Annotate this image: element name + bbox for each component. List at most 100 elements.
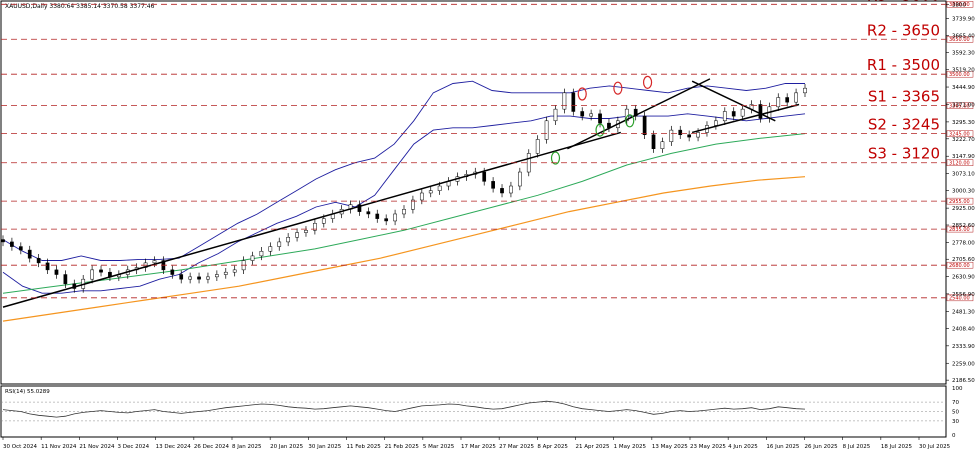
x-tick-label: 8 Jul 2025 <box>843 444 871 450</box>
x-tick-label: 18 Jul 2025 <box>881 444 913 450</box>
level-axis-box <box>946 36 974 43</box>
y-tick-label: 3444.90 <box>952 85 975 91</box>
level-axis-label: 3365.00 <box>949 103 970 109</box>
candle-body <box>45 262 50 271</box>
level-label: R3 - 3800 <box>867 0 940 4</box>
y-tick-label: 2259.00 <box>952 361 975 367</box>
candle-body <box>553 108 558 122</box>
x-tick-label: 26 Jun 2025 <box>805 444 839 450</box>
y-tick-label: 3073.10 <box>952 172 975 178</box>
candle-body <box>526 153 531 173</box>
candle-body <box>54 269 59 275</box>
x-tick-label: 30 Jul 2025 <box>919 444 951 450</box>
candle-body <box>304 230 308 233</box>
candle-body <box>731 111 736 117</box>
level-axis-label: 2835.00 <box>949 227 970 233</box>
x-tick-label: 8 Apr 2025 <box>537 444 568 450</box>
candle-body <box>357 204 362 212</box>
y-tick-label: 3739.90 <box>952 16 975 22</box>
x-tick-label: 21 Feb 2025 <box>385 444 420 450</box>
x-tick-label: 11 Feb 2025 <box>347 444 382 450</box>
support-marker <box>550 151 561 165</box>
candle-body <box>696 132 700 138</box>
x-tick-label: 13 May 2025 <box>652 444 688 450</box>
candle-body <box>419 192 424 201</box>
y-tick-label: 2556.90 <box>952 292 975 298</box>
candle-body <box>10 241 14 247</box>
candle-body <box>99 269 103 273</box>
rsi-tick-label: 100 <box>952 386 963 392</box>
candle-body <box>321 218 326 224</box>
level-label: R1 - 3500 <box>867 56 940 74</box>
candle-body <box>411 199 415 210</box>
candle-body <box>259 250 264 257</box>
candle-body <box>660 141 665 149</box>
candle-body <box>277 241 282 247</box>
candle-body <box>197 276 201 280</box>
level-axis-box <box>946 197 974 205</box>
candle-body <box>669 129 674 143</box>
trendline-long <box>2 131 622 308</box>
candle-body <box>776 97 781 108</box>
candle-body <box>437 185 442 191</box>
candle-body <box>482 171 487 182</box>
level-axis-label: 3500.00 <box>949 72 970 78</box>
x-tick-label: 27 Mar 2025 <box>499 444 534 450</box>
candle-body <box>286 237 291 243</box>
level-axis-box <box>946 261 974 269</box>
trendline-mid <box>567 78 711 150</box>
candle-body <box>517 171 522 187</box>
x-tick-label: 17 Mar 2025 <box>461 444 496 450</box>
y-tick-label: 2925.00 <box>952 206 975 212</box>
y-tick-label: 3519.20 <box>952 68 975 74</box>
candle-body <box>803 87 807 94</box>
level-axis-label: 2955.00 <box>949 199 970 205</box>
level-axis-label: 3650.00 <box>949 37 970 43</box>
candle-body <box>758 104 763 119</box>
candle-body <box>384 218 389 222</box>
rsi-tick-label: 0 <box>952 433 956 439</box>
main-pane <box>0 0 947 385</box>
rsi-line <box>2 400 806 418</box>
candle-body <box>678 129 683 136</box>
y-tick-label: 3295.30 <box>952 120 975 126</box>
candle-body <box>232 269 237 273</box>
rsi-title: RSI(14) 55.0289 <box>5 389 50 395</box>
level-axis-box <box>946 294 974 302</box>
level-axis-label: 3245.00 <box>949 131 970 137</box>
candle-body <box>491 181 495 189</box>
candle-body <box>1 239 5 243</box>
candle-body <box>223 271 228 275</box>
candle-body <box>250 255 255 261</box>
candle-body <box>428 190 433 194</box>
candle-body <box>63 274 68 285</box>
ma-orange <box>2 176 806 322</box>
y-tick-label: 2630.90 <box>952 275 975 281</box>
candle-body <box>509 185 513 194</box>
bollinger-lower <box>2 113 806 294</box>
x-tick-label: 13 Dec 2024 <box>156 444 192 450</box>
candle-body <box>722 111 727 122</box>
candle-body <box>27 249 32 259</box>
candle-body <box>571 92 576 112</box>
x-tick-label: 30 Jan 2025 <box>308 444 341 450</box>
x-tick-label: 26 Dec 2024 <box>194 444 230 450</box>
candle-body <box>375 213 380 219</box>
candle-body <box>313 223 317 231</box>
ma-green <box>2 133 806 294</box>
level-axis-label: 3120.00 <box>949 161 970 167</box>
candle-body <box>714 120 718 126</box>
x-tick-label: 4 Jun 2025 <box>728 444 758 450</box>
candle-body <box>36 257 41 264</box>
x-tick-label: 16 Jun 2025 <box>766 444 800 450</box>
candle-body <box>651 134 656 149</box>
candle-body <box>544 120 549 140</box>
candle-body <box>90 269 94 280</box>
x-tick-label: 21 Nov 2024 <box>79 444 115 450</box>
y-tick-label: 2481.30 <box>952 309 975 315</box>
candle-body <box>794 92 798 103</box>
y-tick-label: 2705.60 <box>952 257 975 263</box>
candle-body <box>18 246 23 251</box>
candle-body <box>633 108 638 117</box>
level-axis-box <box>946 225 974 233</box>
